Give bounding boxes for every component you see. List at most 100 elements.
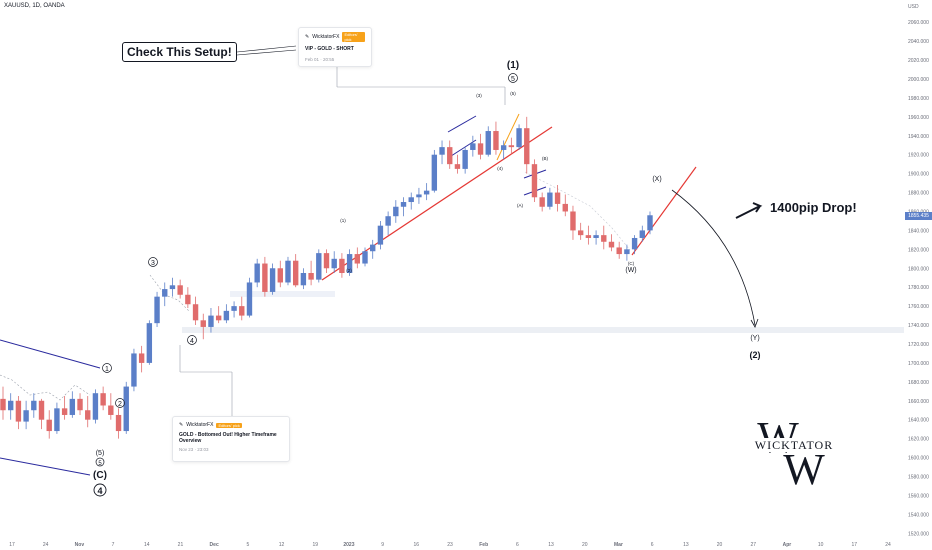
time-tick-label: 27 bbox=[750, 542, 756, 548]
candle-body bbox=[208, 315, 214, 327]
candle-body bbox=[647, 215, 653, 231]
candle-body bbox=[300, 273, 307, 286]
channel-lower-line bbox=[0, 457, 91, 476]
candle-body bbox=[547, 192, 553, 207]
price-tick-label: 1880.000 bbox=[908, 191, 929, 197]
support-zone bbox=[182, 327, 904, 333]
candle-body bbox=[154, 296, 160, 324]
candle-body bbox=[200, 320, 206, 327]
idea-card-bottom[interactable]: ✎ WicktatorFX Editors' pick GOLD - Botto… bbox=[172, 416, 290, 462]
candle-body bbox=[562, 203, 568, 212]
drop-annotation: 1400pip Drop! bbox=[770, 200, 857, 215]
wave-label-5-circ-b: 5 bbox=[98, 461, 102, 467]
candle-body bbox=[54, 408, 60, 432]
price-tick-label: 2020.000 bbox=[908, 58, 929, 64]
wave-label-5-circ: 5 bbox=[511, 76, 515, 83]
price-tick-label: 1720.000 bbox=[908, 342, 929, 348]
time-tick-label: 10 bbox=[818, 542, 824, 548]
wicktator-logo: W W WICKTATOR bbox=[738, 414, 850, 486]
price-tick-label: 1940.000 bbox=[908, 134, 929, 140]
candle-body bbox=[493, 131, 499, 150]
time-tick-label: 24 bbox=[885, 542, 891, 548]
wave-3-circle bbox=[148, 257, 158, 267]
idea-card-top-title: VIP - GOLD - SHORT bbox=[305, 46, 354, 52]
candle-body bbox=[92, 393, 99, 420]
candle-body bbox=[339, 258, 345, 273]
candle-body bbox=[539, 197, 545, 207]
idea-card-bottom-header: ✎ WicktatorFX Editors' pick bbox=[179, 422, 283, 428]
candle-body bbox=[316, 253, 322, 280]
time-tick-label: 19 bbox=[312, 542, 318, 548]
time-tick-label: 24 bbox=[43, 542, 49, 548]
idea-card-bottom-date: Nov 23 · 23:03 bbox=[179, 447, 209, 452]
logo-text: WICKTATOR bbox=[755, 438, 833, 452]
candle-body bbox=[500, 145, 507, 150]
candle-body bbox=[577, 230, 584, 236]
price-tick-label: 1840.000 bbox=[908, 228, 929, 234]
wave-label-sub-B: (B) bbox=[542, 156, 549, 161]
candle-body bbox=[631, 237, 638, 250]
wave-label-sub-5: (5) bbox=[510, 91, 516, 96]
candle-body bbox=[393, 206, 399, 217]
candle-body bbox=[470, 143, 476, 150]
price-tick-label: 1700.000 bbox=[908, 361, 929, 367]
candle-body bbox=[108, 405, 114, 415]
time-axis: 17 24 Nov 7 14 21 Dec 5 12 19 2023 9 16 23 Feb 6 13 20 Mar… bbox=[9, 542, 891, 548]
drop-arrow bbox=[735, 202, 763, 219]
candle-body bbox=[123, 386, 129, 432]
ticker-label: XAUUSD, 1D, OANDA bbox=[4, 3, 65, 9]
wave-2-circle bbox=[115, 398, 125, 408]
idea-card-top-author: WicktatorFX bbox=[312, 34, 340, 40]
wave-5-circle bbox=[508, 73, 518, 83]
idea-card-top[interactable]: ✎ WicktatorFX Editors' pick VIP - GOLD -… bbox=[298, 27, 372, 67]
candle-body bbox=[8, 400, 14, 411]
time-tick-label: Feb bbox=[479, 542, 488, 548]
idea-card-top-badge: Editors' pick bbox=[342, 32, 365, 42]
price-tick-label: 1960.000 bbox=[908, 115, 929, 121]
price-tick-label: 2060.000 bbox=[908, 20, 929, 26]
time-tick-label: 13 bbox=[683, 542, 689, 548]
dashed-wave-path-mid bbox=[149, 274, 191, 313]
price-tick-label: 1560.000 bbox=[908, 493, 929, 499]
price-tick-label: 1980.000 bbox=[908, 96, 929, 102]
price-axis-unit: USD bbox=[908, 4, 919, 10]
time-tick-label: 7 bbox=[112, 542, 115, 548]
price-tick-label: 2040.000 bbox=[908, 39, 929, 45]
candle-body bbox=[408, 197, 414, 203]
candle-body bbox=[185, 294, 191, 305]
candle-body bbox=[516, 128, 522, 148]
candle-body bbox=[554, 192, 561, 204]
wave-5b-circle bbox=[95, 457, 105, 467]
price-tick-label: 1600.000 bbox=[908, 456, 929, 462]
price-tick-label: 2000.000 bbox=[908, 77, 929, 83]
time-tick-label: Nov bbox=[75, 542, 85, 548]
candle-body bbox=[138, 353, 145, 363]
candle-body bbox=[15, 400, 22, 422]
candle-body bbox=[77, 398, 83, 411]
wave-4-big-circle bbox=[93, 483, 107, 497]
wave-label-X: (X) bbox=[652, 176, 661, 183]
time-tick-label: 20 bbox=[582, 542, 588, 548]
candle-body bbox=[269, 268, 276, 292]
trendline-red-main bbox=[321, 126, 553, 281]
candle-body bbox=[447, 147, 453, 165]
time-tick-label: 20 bbox=[717, 542, 723, 548]
price-axis: USD 2060.000 2040.000 2020.000 2000.000 1980.… bbox=[908, 4, 929, 537]
candle-body bbox=[308, 273, 314, 280]
setup-callout[interactable]: Check This Setup! bbox=[122, 42, 237, 62]
candle-body bbox=[285, 260, 291, 283]
wave-label-5-paren: (5) bbox=[96, 450, 105, 457]
candle-body bbox=[593, 235, 599, 238]
idea-card-top-date: Feb 01 · 20:55 bbox=[305, 57, 335, 62]
candle-body bbox=[115, 414, 122, 432]
candle-body bbox=[454, 164, 461, 169]
orange-trendline bbox=[496, 113, 520, 161]
wave-label-sub-2: (2) bbox=[346, 268, 352, 273]
candle-body bbox=[192, 304, 199, 321]
logo-band bbox=[738, 438, 850, 452]
dashed-wave-path-left bbox=[0, 374, 91, 401]
time-tick-label: 9 bbox=[381, 542, 384, 548]
wave-1-circle bbox=[102, 363, 112, 373]
